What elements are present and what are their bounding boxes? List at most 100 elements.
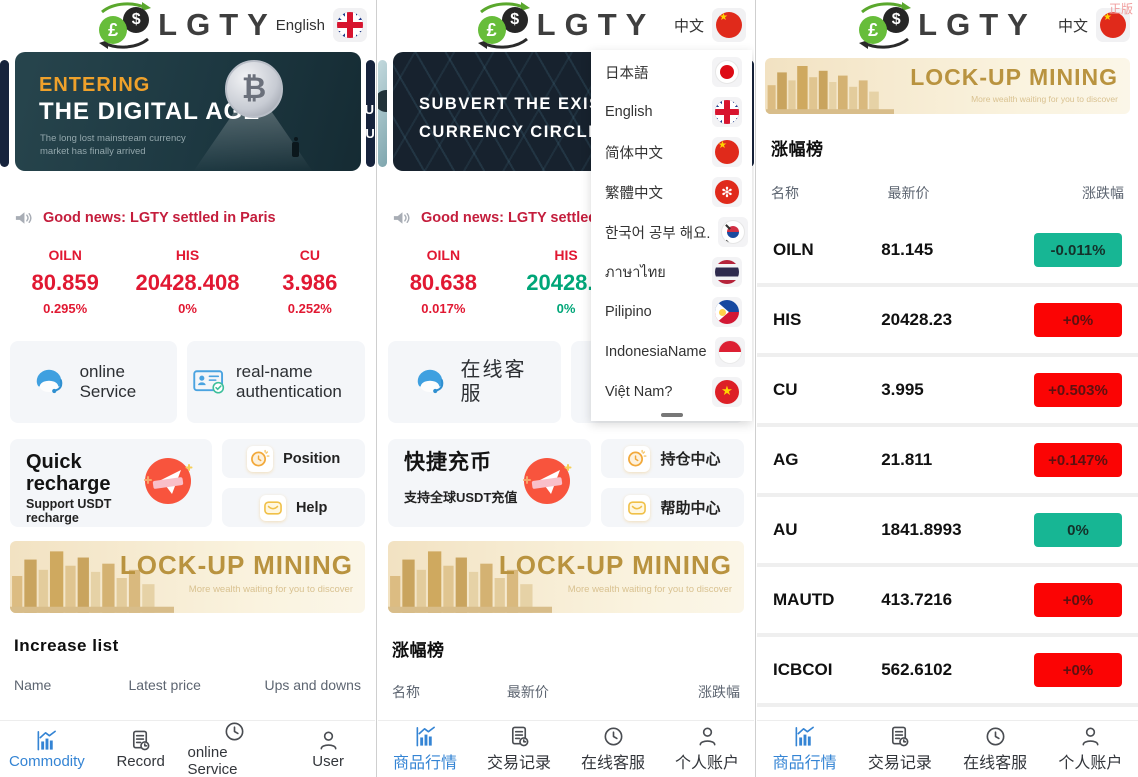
recharge-subtitle: Support USDT recharge xyxy=(26,497,112,526)
clock-icon xyxy=(986,727,1005,746)
banner-carousel: ENTERING THE DIGITAL AGE The long lost m… xyxy=(0,52,375,177)
flag-thailand-icon xyxy=(715,260,739,284)
carousel-next-sliver[interactable]: SUBVERT THE EXISTI CURRENCY CIRCLE PA xyxy=(366,60,375,167)
nav-commodity[interactable]: Commodity xyxy=(0,729,94,770)
lang-option-indonesian[interactable]: IndonesiaName xyxy=(591,332,752,372)
shortcut-row: Quick recharge Support USDT recharge xyxy=(10,439,365,527)
help-link[interactable]: Help xyxy=(222,488,365,527)
lang-option-simplified-chinese[interactable]: 简体中文 xyxy=(591,132,752,172)
table-row-au[interactable]: AU 1841.8993 0% xyxy=(757,497,1138,567)
quick-recharge-card[interactable]: 快捷充币 支持全球USDT充值 xyxy=(388,439,591,527)
change-badge: +0% xyxy=(1034,583,1122,617)
help-icon xyxy=(628,500,647,515)
flag-japan-icon xyxy=(715,60,739,84)
speaker-icon xyxy=(15,212,32,224)
recharge-icon xyxy=(522,458,572,504)
table-row-cu[interactable]: CU 3.995 +0.503% xyxy=(757,357,1138,427)
nav-online-service[interactable]: 在线客服 xyxy=(566,725,660,773)
carousel-prev-sliver[interactable] xyxy=(0,60,9,167)
lang-option-japanese[interactable]: 日本語 xyxy=(591,52,752,92)
flag-china-icon xyxy=(716,12,742,38)
nav-user[interactable]: 个人账户 xyxy=(1043,725,1138,773)
nav-record[interactable]: 交易记录 xyxy=(852,725,947,773)
online-service-card[interactable]: 在线客服 xyxy=(388,341,561,423)
lockup-mining-banner[interactable]: LOCK-UP MINING More wealth waiting for y… xyxy=(388,541,744,613)
banner-line1: SUBVERT THE EXISTI xyxy=(419,95,620,113)
quick-recharge-card[interactable]: Quick recharge Support USDT recharge xyxy=(10,439,213,527)
news-ticker[interactable]: Good news: LGTY settled in Paris xyxy=(14,210,361,226)
language-label[interactable]: English xyxy=(275,16,325,34)
col-ups-downs: 涨跌幅 xyxy=(1081,185,1124,201)
real-name-auth-card[interactable]: real-name authentication xyxy=(187,341,365,423)
col-ups-downs: Ups and downs xyxy=(264,677,361,693)
customer-service-icon xyxy=(36,369,62,394)
flag-china-icon xyxy=(1100,12,1126,38)
currency-exchange-icon: £ $ xyxy=(858,2,912,49)
col-latest-price: 最新价 xyxy=(506,684,549,700)
online-service-card[interactable]: online Service xyxy=(10,341,178,423)
col-latest-price: Latest price xyxy=(128,677,201,693)
lang-option-thai[interactable]: ภาษาไทย xyxy=(591,252,752,292)
carousel-prev-sliver[interactable] xyxy=(378,60,387,167)
table-row-his[interactable]: HIS 20428.23 +0% xyxy=(757,287,1138,357)
dropdown-scroll-indicator[interactable] xyxy=(660,413,683,417)
clock-icon xyxy=(225,722,244,741)
mining-subtitle: More wealth waiting for you to discover xyxy=(188,584,353,595)
brand-logo: £ $ LGTY xyxy=(98,2,277,49)
col-name: Name xyxy=(14,677,52,693)
position-link[interactable]: Position xyxy=(222,439,365,478)
user-icon xyxy=(320,731,337,749)
nav-commodity[interactable]: 商品行情 xyxy=(378,725,472,773)
lang-option-filipino[interactable]: Pilipino xyxy=(591,292,752,332)
nav-record[interactable]: 交易记录 xyxy=(472,725,566,773)
bottom-nav: 商品行情 交易记录 在线客服 个人账户 xyxy=(757,720,1138,777)
recharge-subtitle: 支持全球USDT充值 xyxy=(404,490,518,505)
ticker-oiln[interactable]: OILN 80.638 0.017% xyxy=(409,247,477,316)
nav-online-service[interactable]: 在线客服 xyxy=(948,725,1043,773)
ticker-cu[interactable]: CU 3.986 0.252% xyxy=(282,247,338,316)
position-clock-icon xyxy=(628,449,647,466)
header: £ $ LGTY 中文 xyxy=(757,0,1138,50)
user-icon xyxy=(698,727,716,746)
lockup-mining-banner[interactable]: LOCK-UP MINING More wealth waiting for y… xyxy=(765,58,1130,114)
banner-title-accent: ENTERING xyxy=(39,74,151,96)
brand-name: LGTY xyxy=(536,7,656,42)
chart-icon xyxy=(795,726,815,747)
lockup-mining-banner[interactable]: LOCK-UP MINING More wealth waiting for y… xyxy=(10,541,365,613)
nav-commodity[interactable]: 商品行情 xyxy=(757,725,852,773)
ticker-his[interactable]: HIS 20428.408 0% xyxy=(135,247,240,316)
change-badge: -0.011% xyxy=(1034,233,1122,267)
table-row-mautd[interactable]: MAUTD 413.7216 +0% xyxy=(757,567,1138,637)
nav-user[interactable]: 个人账户 xyxy=(660,725,754,773)
table-row-ag[interactable]: AG 21.811 +0.147% xyxy=(757,427,1138,497)
language-selector[interactable]: English xyxy=(276,8,367,42)
gold-city-graphic xyxy=(10,551,174,613)
gold-city-graphic xyxy=(388,551,552,613)
lang-option-vietnamese[interactable]: Việt Nam? xyxy=(591,372,752,412)
banner-title: THE DIGITAL AGE xyxy=(39,98,261,125)
position-clock-icon xyxy=(251,449,270,466)
lang-option-english[interactable]: English xyxy=(591,92,752,132)
lang-option-korean[interactable]: 한국어 공부 해요. xyxy=(591,212,752,252)
ticker-oiln[interactable]: OILN 80.859 0.295% xyxy=(31,247,99,316)
nav-record[interactable]: Record xyxy=(94,729,188,770)
lang-option-traditional-chinese[interactable]: 繁體中文 xyxy=(591,172,752,212)
list-headers: Name Latest price Ups and downs xyxy=(14,677,361,693)
card-label: 在线客服 xyxy=(460,359,527,405)
table-row-oiln[interactable]: OILN 81.145 -0.011% xyxy=(757,217,1138,287)
nav-online-service[interactable]: online Service xyxy=(188,720,282,777)
id-card-icon xyxy=(193,370,225,394)
language-label[interactable]: 中文 xyxy=(673,17,704,35)
banner-line2: CURRENCY CIRCLE PA xyxy=(419,123,632,141)
header: £ $ LGTY English xyxy=(0,0,375,50)
language-selector[interactable]: 中文 xyxy=(1058,8,1130,42)
banner-digital-age[interactable]: ENTERING THE DIGITAL AGE The long lost m… xyxy=(15,52,361,171)
position-center-link[interactable]: 持仓中心 xyxy=(600,439,744,478)
language-selector[interactable]: 中文 xyxy=(674,8,746,42)
table-row-icbcoi[interactable]: ICBCOI 562.6102 +0% xyxy=(757,637,1138,707)
help-center-link[interactable]: 帮助中心 xyxy=(600,488,744,527)
screen-chinese-dropdown: £ $ LGTY 中文 SUBVERT THE EXISTI CURRENCY … xyxy=(378,0,754,777)
language-label[interactable]: 中文 xyxy=(1057,17,1088,35)
increase-list-title: 涨幅榜 xyxy=(392,641,445,660)
nav-user[interactable]: User xyxy=(281,729,375,770)
